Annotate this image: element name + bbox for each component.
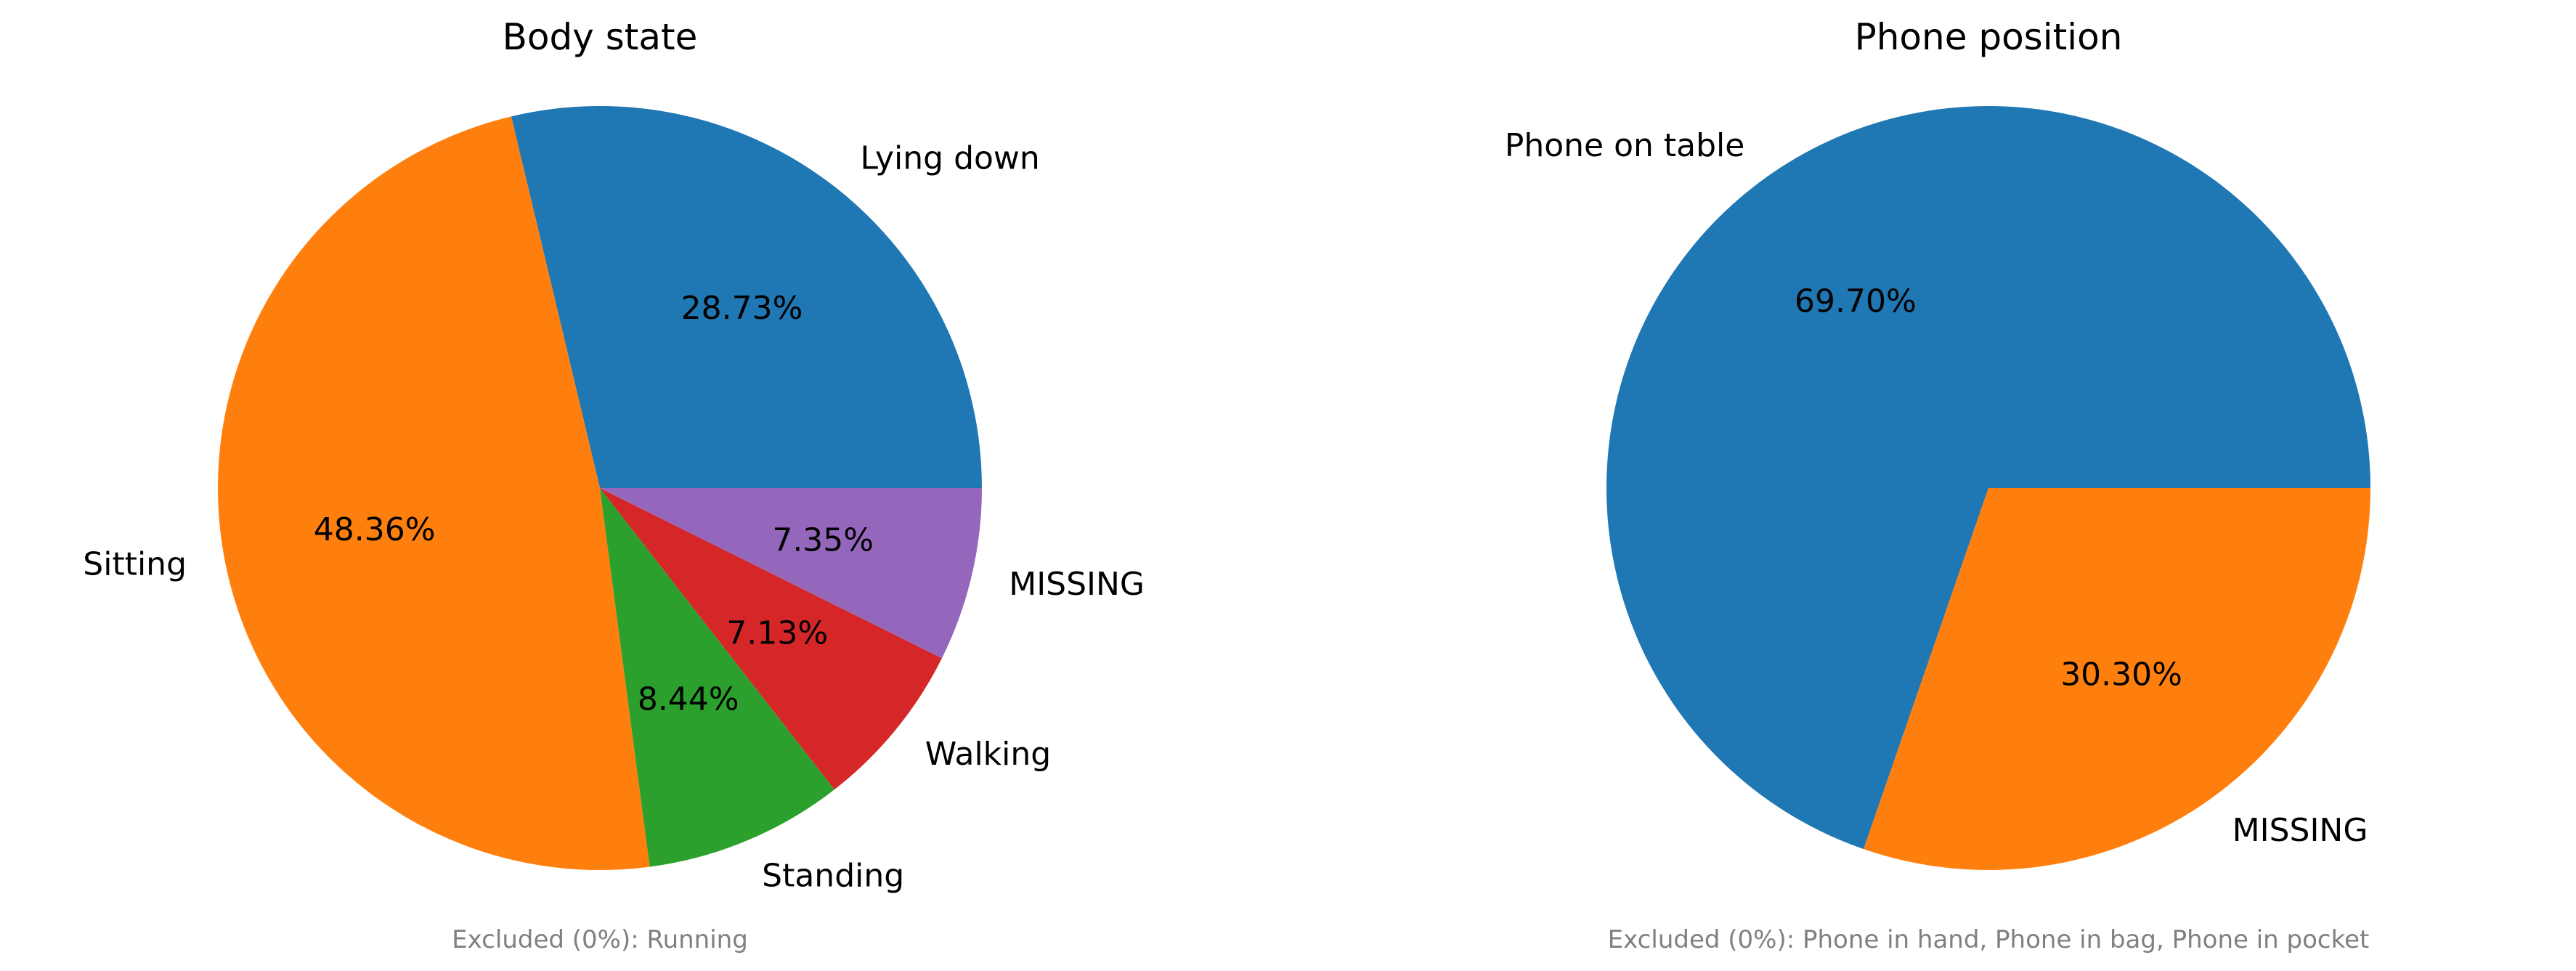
body-state-excluded-note: Excluded (0%): Running xyxy=(452,925,748,954)
body-state-category-labels: Lying down Sitting Standing Walking MISSING xyxy=(83,139,1145,894)
body-state-category-label-walking: Walking xyxy=(925,736,1051,773)
body-state-slice-missing xyxy=(600,488,982,659)
body-state-chart: Body state 28.73% 48.36% 8.44% 7.13% 7.35% L… xyxy=(83,16,1145,954)
phone-position-slice-missing xyxy=(1864,488,2370,870)
phone-position-percent-labels: 69.70% 30.30% xyxy=(1795,283,2182,693)
phone-position-title: Phone position xyxy=(1855,16,2123,58)
phone-position-chart: Phone position 69.70% 30.30% Phone on tab… xyxy=(1505,16,2370,954)
body-state-slice-standing xyxy=(600,488,834,867)
body-state-percent-label-sitting: 48.36% xyxy=(314,511,436,548)
body-state-category-label-sitting: Sitting xyxy=(83,546,187,583)
body-state-slice-sitting xyxy=(217,116,650,871)
phone-position-percent-label-phone-on-table: 69.70% xyxy=(1795,283,1917,320)
body-state-category-label-lying-down: Lying down xyxy=(861,139,1040,176)
body-state-percent-label-standing: 8.44% xyxy=(638,681,739,718)
body-state-category-label-standing: Standing xyxy=(762,857,904,894)
phone-position-percent-label-missing: 30.30% xyxy=(2060,657,2182,694)
body-state-percent-label-walking: 7.13% xyxy=(726,614,828,651)
body-state-percent-labels: 28.73% 48.36% 8.44% 7.13% 7.35% xyxy=(314,290,874,718)
body-state-slice-walking xyxy=(600,488,942,790)
body-state-category-label-missing: MISSING xyxy=(1009,566,1145,603)
phone-position-category-label-phone-on-table: Phone on table xyxy=(1505,127,1745,164)
body-state-slice-lying-down xyxy=(511,106,982,489)
body-state-percent-label-lying-down: 28.73% xyxy=(681,290,803,327)
phone-position-category-labels: Phone on table MISSING xyxy=(1505,127,2368,849)
body-state-slices xyxy=(217,106,982,871)
phone-position-slices xyxy=(1606,105,2370,870)
phone-position-slice-phone-on-table xyxy=(1606,105,2370,850)
phone-position-category-label-missing: MISSING xyxy=(2232,812,2368,849)
phone-position-excluded-note: Excluded (0%): Phone in hand, Phone in b… xyxy=(1608,925,2370,954)
body-state-title: Body state xyxy=(503,16,698,58)
body-state-percent-label-missing: 7.35% xyxy=(772,522,874,559)
